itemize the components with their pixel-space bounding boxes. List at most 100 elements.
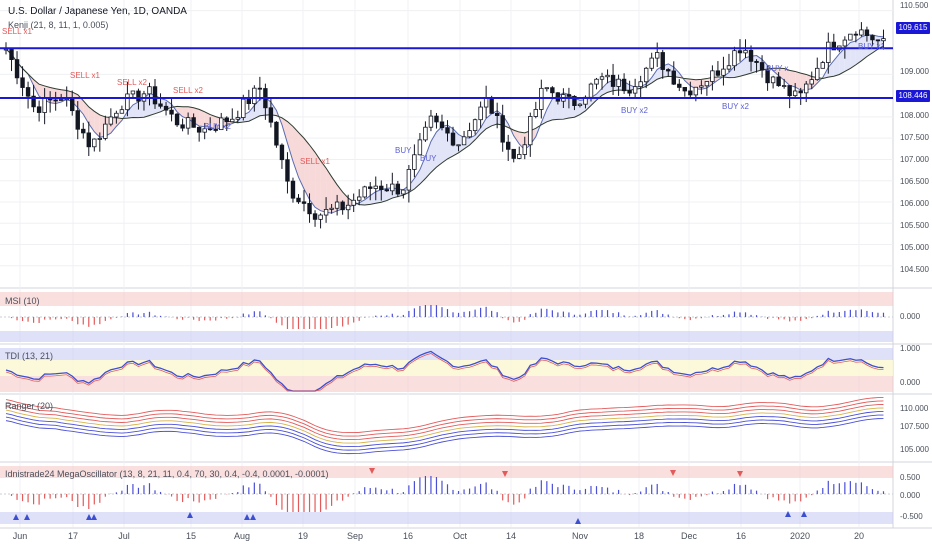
kenji-ribbon-segment	[602, 82, 608, 96]
ranger-lower-band	[5, 418, 884, 455]
sell-signal-label: SELL x1	[70, 71, 100, 80]
candle-body	[671, 70, 676, 85]
candle-body	[864, 29, 870, 36]
tdi-pane-label[interactable]: TDI (13, 21)	[5, 351, 54, 361]
candle-body	[710, 70, 715, 82]
candle-body	[533, 109, 538, 117]
price-axis-label: 104.500	[900, 265, 929, 274]
kenji-ribbon-segment	[728, 66, 735, 78]
candle-body	[279, 144, 285, 161]
megaoscillator-pane-label[interactable]: Idnistrade24 MegaOscillator (13, 8, 21, …	[5, 469, 329, 479]
candle-body	[798, 90, 803, 94]
candle-body	[737, 50, 743, 54]
candle-body	[64, 98, 69, 101]
kenji-ribbon-segment	[795, 71, 801, 91]
candle-body	[202, 128, 207, 133]
kenji-ribbon-segment	[309, 145, 316, 208]
candle-body	[792, 90, 798, 97]
price-level-tag-upper[interactable]: 109.615	[896, 22, 930, 34]
kenji-ribbon-segment	[767, 65, 774, 71]
msi-axis-label: 0.000	[900, 312, 921, 321]
kenji-ribbon-segment	[298, 132, 305, 189]
candle-body	[599, 76, 605, 80]
candle-body	[500, 115, 505, 143]
time-axis-label: 19	[297, 531, 309, 541]
price-level-tag-lower[interactable]: 108.446	[896, 90, 930, 102]
kenji-ribbon-segment	[734, 62, 740, 78]
candle-body	[715, 70, 721, 76]
candle-body	[461, 136, 467, 146]
candle-body	[688, 90, 693, 96]
candle-body	[842, 39, 848, 47]
candle-body	[136, 90, 141, 102]
candle-body	[147, 86, 152, 95]
kenji-ribbon-segment	[326, 168, 332, 214]
candle-body	[241, 98, 246, 118]
kenji-ribbon-segment	[287, 121, 293, 162]
mega-axis-label: 0.500	[900, 473, 921, 482]
candle-body	[334, 201, 340, 209]
kenji-ribbon-segment	[39, 84, 45, 101]
time-axis-label: 18	[633, 531, 645, 541]
candle-body	[97, 138, 103, 140]
tdi-signal-line	[5, 353, 884, 392]
candle-body	[721, 68, 726, 76]
candle-body	[390, 183, 395, 192]
candle-body	[312, 213, 318, 220]
candle-body	[42, 97, 47, 113]
time-axis-label: Jul	[118, 531, 130, 541]
candle-body	[528, 116, 533, 146]
mega-lower-zone	[0, 512, 893, 524]
buy-signal-label: BUY x	[766, 64, 789, 73]
mega-buy-marker	[86, 514, 92, 520]
candle-body	[632, 86, 638, 94]
candle-body	[693, 86, 699, 96]
candle-body	[616, 78, 621, 87]
candle-body	[257, 87, 263, 90]
kenji-ribbon-segment	[839, 48, 845, 75]
kenji-ribbon-segment	[320, 160, 327, 213]
buy-signal-label: BUY x2	[621, 106, 648, 115]
kenji-ribbon-segment	[844, 42, 851, 72]
mega-axis-label: -0.500	[900, 512, 923, 521]
time-axis-label: Nov	[571, 531, 589, 541]
candle-body	[649, 57, 654, 69]
candle-body	[301, 201, 307, 204]
candle-body	[296, 197, 301, 203]
candle-body	[14, 59, 20, 79]
kenji-ribbon-segment	[248, 105, 255, 122]
candle-body	[577, 103, 583, 106]
kenji-ribbon-segment	[94, 111, 100, 138]
candle-body	[467, 130, 472, 138]
candle-body	[522, 144, 527, 155]
msi-pane-label[interactable]: MSI (10)	[5, 296, 40, 306]
ranger-pane-label[interactable]: Ranger (20)	[5, 401, 54, 411]
kenji-ribbon-segment	[546, 98, 553, 122]
candle-body	[726, 65, 732, 70]
kenji-ribbon-segment	[552, 95, 558, 120]
candle-body	[163, 105, 169, 111]
kenji-ribbon-segment	[304, 138, 310, 200]
candle-body	[677, 83, 682, 88]
candle-body	[274, 121, 279, 146]
candle-body	[174, 113, 180, 126]
candle-body	[704, 81, 710, 87]
mega-buy-marker	[244, 514, 250, 520]
ranger-lower-band	[5, 411, 884, 448]
time-axis-label: 15	[185, 531, 197, 541]
candle-body	[478, 106, 483, 121]
candle-body	[743, 49, 748, 54]
time-axis-label: 17	[67, 531, 79, 541]
mega-buy-marker	[91, 514, 97, 520]
mega-buy-marker	[785, 511, 791, 517]
indicator-title: Kenji (21, 8, 11, 1, 0.005)	[8, 20, 109, 30]
candle-body	[638, 81, 643, 88]
time-axis-label: Jun	[12, 531, 28, 541]
time-axis-label: Dec	[680, 531, 698, 541]
candle-body	[815, 67, 820, 81]
candle-body	[655, 52, 660, 59]
candle-body	[207, 128, 213, 131]
candle-body	[373, 185, 378, 189]
